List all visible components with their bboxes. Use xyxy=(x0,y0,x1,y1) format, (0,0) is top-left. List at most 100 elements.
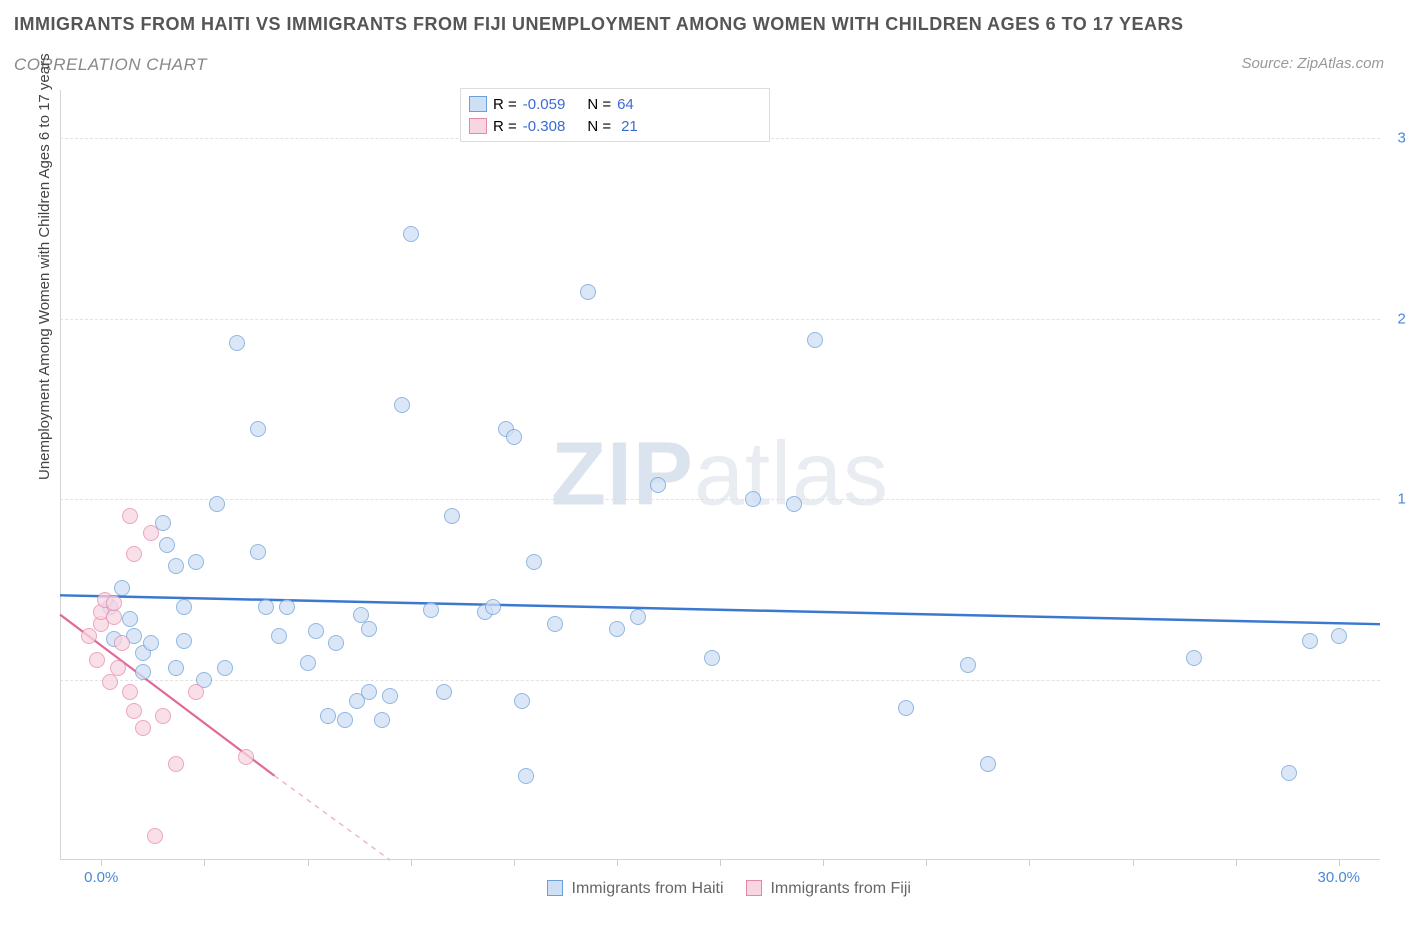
y-tick-label: 15.0% xyxy=(1397,491,1406,508)
point-haiti xyxy=(403,226,419,242)
watermark-bold: ZIP xyxy=(551,425,694,525)
point-fiji xyxy=(89,652,105,668)
point-haiti xyxy=(630,609,646,625)
point-haiti xyxy=(258,599,274,615)
point-haiti xyxy=(250,421,266,437)
point-haiti xyxy=(786,496,802,512)
point-haiti xyxy=(526,554,542,570)
legend-label-fiji: Immigrants from Fiji xyxy=(770,880,910,897)
point-haiti xyxy=(506,429,522,445)
legend-row-haiti: R = -0.059 N = 64 xyxy=(469,93,761,115)
legend-n-label: N = xyxy=(587,118,611,135)
legend-row-fiji: R = -0.308 N = 21 xyxy=(469,115,761,137)
legend-r-label: R = xyxy=(493,118,517,135)
point-fiji xyxy=(122,684,138,700)
y-tick-label: 22.5% xyxy=(1397,310,1406,327)
point-fiji xyxy=(238,749,254,765)
point-haiti xyxy=(960,657,976,673)
point-fiji xyxy=(126,546,142,562)
chart-area: ZIPatlas 7.5%15.0%22.5%30.0% 0.0%30.0% R… xyxy=(60,90,1380,860)
point-haiti xyxy=(300,655,316,671)
point-fiji xyxy=(126,703,142,719)
legend-r-haiti: -0.059 xyxy=(523,96,566,113)
point-haiti xyxy=(518,768,534,784)
point-haiti xyxy=(444,508,460,524)
point-haiti xyxy=(1281,765,1297,781)
point-haiti xyxy=(353,607,369,623)
point-haiti xyxy=(1186,650,1202,666)
point-haiti xyxy=(168,558,184,574)
point-fiji xyxy=(122,508,138,524)
point-haiti xyxy=(114,580,130,596)
legend-swatch-fiji xyxy=(469,118,487,134)
point-haiti xyxy=(650,477,666,493)
point-haiti xyxy=(704,650,720,666)
point-haiti xyxy=(807,332,823,348)
point-haiti xyxy=(382,688,398,704)
point-fiji xyxy=(143,525,159,541)
point-haiti xyxy=(143,635,159,651)
point-haiti xyxy=(361,684,377,700)
point-haiti xyxy=(168,660,184,676)
point-haiti xyxy=(159,537,175,553)
point-haiti xyxy=(209,496,225,512)
point-haiti xyxy=(122,611,138,627)
y-tick-label: 30.0% xyxy=(1397,130,1406,147)
point-fiji xyxy=(102,674,118,690)
point-haiti xyxy=(135,664,151,680)
point-haiti xyxy=(271,628,287,644)
point-haiti xyxy=(514,693,530,709)
point-haiti xyxy=(361,621,377,637)
point-haiti xyxy=(485,599,501,615)
point-haiti xyxy=(898,700,914,716)
point-haiti xyxy=(279,599,295,615)
source-label: Source: ZipAtlas.com xyxy=(1241,55,1384,72)
watermark: ZIPatlas xyxy=(551,424,889,527)
point-fiji xyxy=(135,720,151,736)
point-haiti xyxy=(609,621,625,637)
point-haiti xyxy=(436,684,452,700)
point-haiti xyxy=(1331,628,1347,644)
point-haiti xyxy=(188,554,204,570)
point-fiji xyxy=(106,609,122,625)
point-fiji xyxy=(106,595,122,611)
legend-swatch-haiti xyxy=(469,96,487,112)
trend-lines xyxy=(60,90,1380,860)
point-fiji xyxy=(81,628,97,644)
point-haiti xyxy=(1302,633,1318,649)
point-haiti xyxy=(374,712,390,728)
point-haiti xyxy=(745,491,761,507)
legend-n-label: N = xyxy=(587,96,611,113)
point-fiji xyxy=(110,660,126,676)
legend-r-label: R = xyxy=(493,96,517,113)
point-haiti xyxy=(320,708,336,724)
y-axis-label: Unemployment Among Women with Children A… xyxy=(36,53,53,480)
point-haiti xyxy=(547,616,563,632)
point-haiti xyxy=(423,602,439,618)
point-haiti xyxy=(308,623,324,639)
point-fiji xyxy=(147,828,163,844)
point-fiji xyxy=(188,684,204,700)
point-fiji xyxy=(114,635,130,651)
legend-n-fiji: 21 xyxy=(621,118,638,135)
point-haiti xyxy=(394,397,410,413)
y-axis-line xyxy=(60,90,61,860)
point-haiti xyxy=(980,756,996,772)
point-haiti xyxy=(176,633,192,649)
point-fiji xyxy=(168,756,184,772)
legend-label-haiti: Immigrants from Haiti xyxy=(572,880,724,897)
point-haiti xyxy=(250,544,266,560)
chart-title-line1: IMMIGRANTS FROM HAITI VS IMMIGRANTS FROM… xyxy=(14,14,1184,35)
correlation-legend: R = -0.059 N = 64 R = -0.308 N = 21 xyxy=(460,88,770,142)
point-haiti xyxy=(580,284,596,300)
legend-swatch-fiji-b xyxy=(746,880,762,896)
point-haiti xyxy=(176,599,192,615)
point-fiji xyxy=(155,708,171,724)
point-haiti xyxy=(337,712,353,728)
point-haiti xyxy=(229,335,245,351)
point-haiti xyxy=(217,660,233,676)
legend-swatch-haiti-b xyxy=(547,880,563,896)
point-haiti xyxy=(328,635,344,651)
series-legend: Immigrants from Haiti Immigrants from Fi… xyxy=(60,880,1380,898)
legend-n-haiti: 64 xyxy=(617,96,634,113)
